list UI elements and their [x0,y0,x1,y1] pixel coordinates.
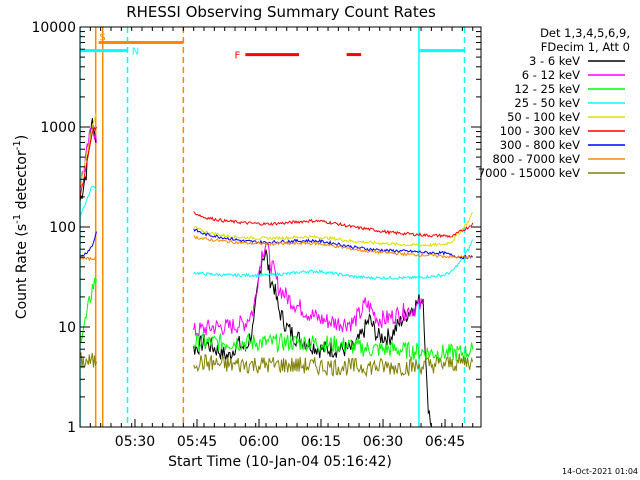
y-tick-label: 1 [67,420,76,436]
plot-area: S N F [80,27,474,427]
series-line-8-segment-2 [193,235,473,260]
x-tick-label: 06:30 [363,434,403,450]
night-label: N [132,47,139,58]
x-axis: 05:30 05:45 06:00 06:15 06:30 06:45 [79,27,474,450]
legend-label: 50 - 100 keV [507,110,580,124]
x-tick-label: 05:30 [115,434,155,450]
series-line-6-segment-1 [80,126,97,198]
chart-title: RHESSI Observing Summary Count Rates [126,3,436,21]
series-line-3-segment-2 [193,332,474,363]
legend-header-line-1: Det 1,3,4,5,6,9, [540,26,630,40]
legend-header-line-2: FDecim 1, Att 0 [541,40,630,54]
y-tick-label: 100 [49,220,76,236]
legend-label: 800 - 7000 keV [492,152,580,166]
y-tick-label: 1000 [40,120,76,136]
x-tick-label: 06:15 [301,434,341,450]
legend-label: 100 - 300 keV [500,124,580,138]
y-tick-label: 10000 [31,20,76,36]
series-line-5-segment-1 [80,112,97,187]
y-tick-label: 10 [58,320,76,336]
series-line-4-segment-1 [80,185,97,216]
saa-label: S [99,32,105,43]
series-line-6-segment-2 [193,211,474,239]
x-tick-label: 05:45 [177,434,217,450]
series-line-2-segment-2 [193,242,424,337]
series-line-7-segment-2 [193,228,474,260]
legend-label: 12 - 25 keV [514,82,580,96]
x-tick-label: 06:45 [425,434,465,450]
series-line-9-segment-2 [193,353,474,378]
x-tick-label: 06:00 [239,434,279,450]
series-line-3-segment-1 [80,277,97,343]
footer-timestamp: 14-Oct-2021 01:04 [562,467,638,476]
series-line-4-segment-2 [193,239,474,280]
series-line-1-segment-2 [193,249,432,427]
series-line-8-segment-1 [80,255,97,262]
legend-label: 6 - 12 keV [522,68,580,82]
y-axis-label: Count Rate (s-1 detector-1) [12,135,30,319]
legend-label: 3 - 6 keV [529,54,580,68]
series-line-9-segment-1 [80,351,97,369]
x-axis-label: Start Time (10-Jan-04 05:16:42) [168,454,392,470]
series-line-7-segment-1 [80,231,97,257]
flare-label: F [234,51,240,62]
legend-label: 25 - 50 keV [514,96,580,110]
legend: Det 1,3,4,5,6,9, FDecim 1, Att 0 3 - 6 k… [478,26,630,180]
legend-label: 7000 - 15000 keV [478,166,580,180]
legend-label: 300 - 800 keV [500,138,580,152]
y-axis: 1 10 100 1000 10000 [31,20,481,436]
series-line-5-segment-2 [193,212,474,248]
